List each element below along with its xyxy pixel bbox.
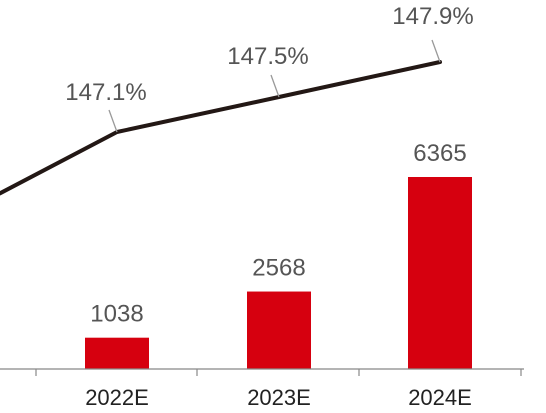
bar-data-labels: 1038 2568 6365	[90, 140, 466, 328]
x-tick-label-2022E: 2022E	[85, 385, 149, 410]
x-tick-label-2023E: 2023E	[247, 385, 311, 410]
growth-line	[0, 60, 442, 196]
line-label-leader-2024E	[431, 39, 441, 63]
line-label-2023E: 147.5%	[227, 43, 308, 70]
growth-line-series	[0, 60, 442, 196]
line-label-2022E: 147.1%	[65, 79, 146, 106]
bar-2022E	[85, 337, 149, 369]
bar-2023E	[247, 291, 311, 369]
line-label-leader-2022E	[108, 109, 118, 133]
bar-label-2023E: 2568	[252, 255, 305, 282]
bar-label-2022E: 1038	[90, 301, 143, 328]
bar-label-2024E: 6365	[413, 140, 466, 167]
x-axis	[0, 368, 524, 376]
line-label-leader-2023E	[270, 74, 280, 98]
x-tick-labels: 2022E 2023E 2024E	[85, 385, 472, 410]
bar-2024E	[408, 177, 472, 369]
bar-series	[85, 177, 472, 369]
line-data-labels: 147.1% 147.5% 147.9%	[65, 3, 474, 133]
line-label-2024E: 147.9%	[392, 3, 473, 30]
x-tick-label-2024E: 2024E	[408, 385, 472, 410]
